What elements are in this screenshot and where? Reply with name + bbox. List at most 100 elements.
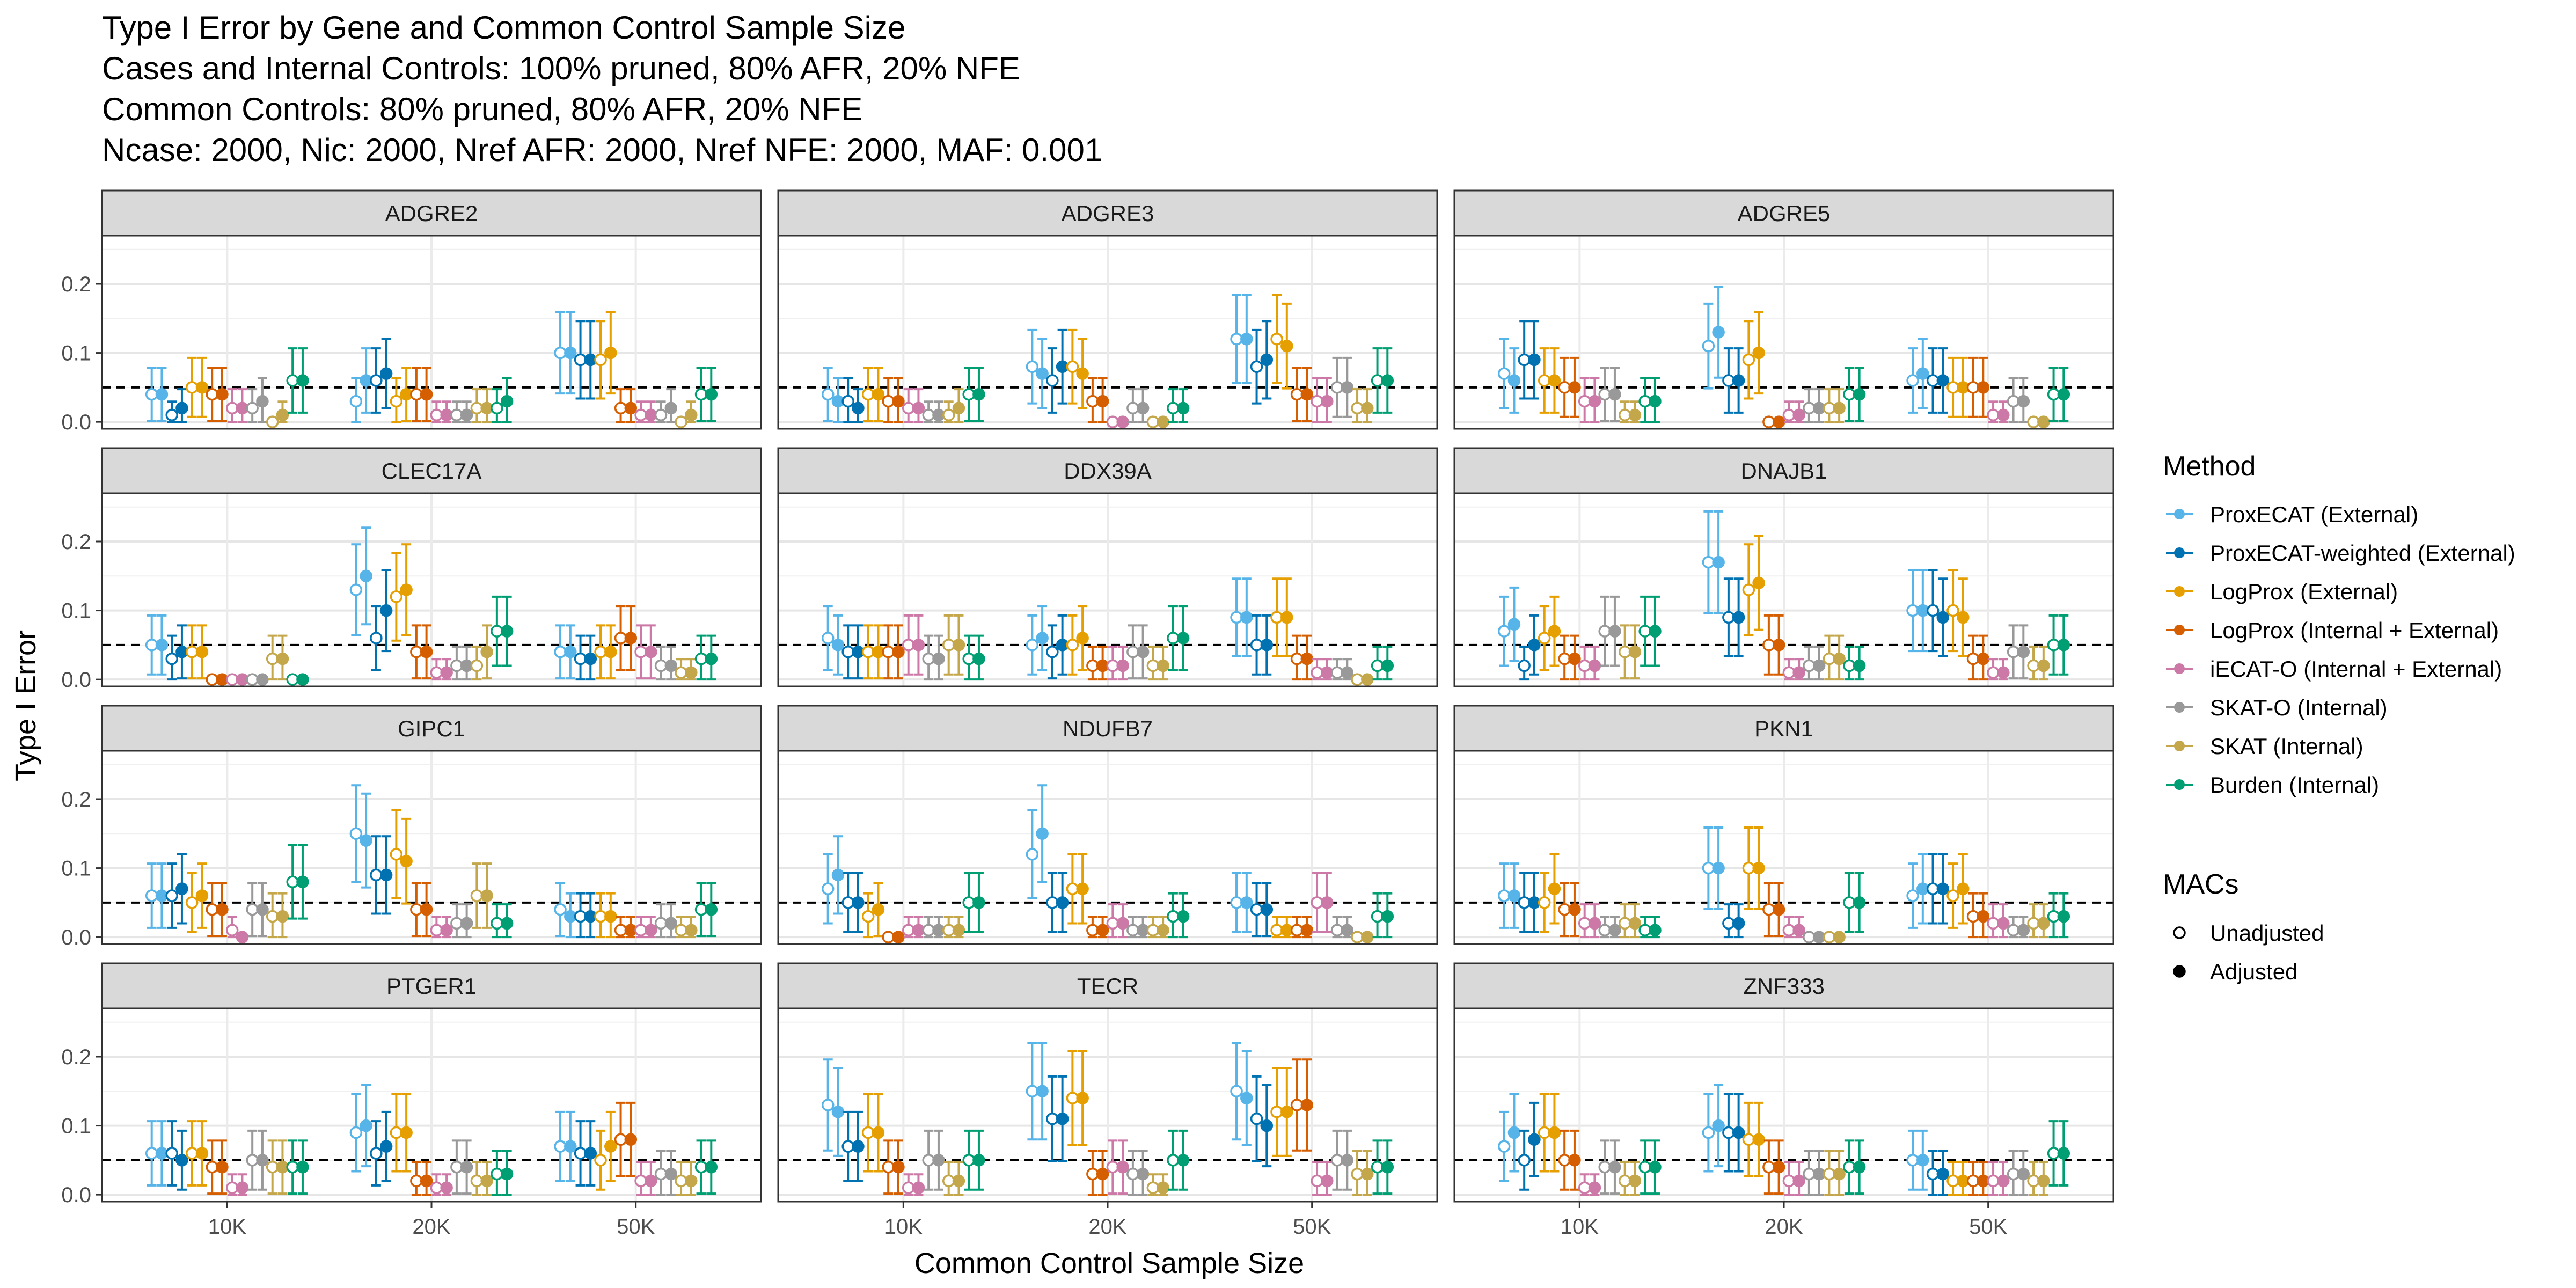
legend-key-point xyxy=(2174,586,2185,597)
point-unadjusted xyxy=(349,1126,363,1139)
point-adjusted xyxy=(1792,666,1805,679)
point-adjusted xyxy=(584,652,597,665)
point-adjusted xyxy=(195,1147,209,1160)
point-adjusted xyxy=(1712,326,1725,339)
x-tick-label: 20K xyxy=(1088,1215,1126,1239)
point-unadjusted xyxy=(1026,848,1039,861)
point-adjusted xyxy=(460,408,473,422)
point-adjusted xyxy=(604,346,617,360)
point-adjusted xyxy=(195,381,209,394)
point-adjusted xyxy=(972,652,985,665)
filled-circle-icon xyxy=(2173,965,2186,978)
point-adjusted xyxy=(1321,394,1334,408)
point-adjusted xyxy=(1116,415,1129,428)
legend-method-label: LogProx (Internal + External) xyxy=(2210,618,2499,643)
point-adjusted xyxy=(1321,896,1334,909)
point-adjusted xyxy=(1260,639,1274,652)
point-adjusted xyxy=(460,917,473,930)
point-adjusted xyxy=(1732,374,1745,387)
strip-label: PTGER1 xyxy=(386,974,477,999)
point-adjusted xyxy=(1076,882,1089,895)
point-adjusted xyxy=(236,1181,249,1195)
legend-key-point xyxy=(2174,663,2185,674)
point-adjusted xyxy=(1588,659,1601,672)
point-adjusted xyxy=(2037,1174,2050,1188)
point-adjusted xyxy=(1300,387,1314,401)
point-adjusted xyxy=(1136,401,1150,415)
point-unadjusted xyxy=(1026,639,1039,652)
point-adjusted xyxy=(2037,659,2050,672)
point-adjusted xyxy=(400,854,413,868)
point-adjusted xyxy=(1507,889,1521,902)
point-adjusted xyxy=(1361,673,1374,686)
point-adjusted xyxy=(952,924,965,937)
point-adjusted xyxy=(952,639,965,652)
point-unadjusted xyxy=(1538,632,1551,645)
point-adjusted xyxy=(1341,381,1354,394)
point-adjusted xyxy=(1136,645,1150,658)
point-adjusted xyxy=(1712,555,1725,569)
strip-background xyxy=(1453,447,2114,494)
point-unadjusted xyxy=(821,882,835,895)
point-adjusted xyxy=(685,408,698,422)
legend-key-point xyxy=(2174,547,2185,558)
point-adjusted xyxy=(1997,917,2010,930)
strip-background xyxy=(777,447,1438,494)
point-adjusted xyxy=(1957,882,1970,895)
point-adjusted xyxy=(1116,659,1129,672)
point-unadjusted xyxy=(554,903,567,916)
panel-pkn1: PKN1 xyxy=(1453,705,2114,945)
strip-background xyxy=(777,705,1438,752)
point-adjusted xyxy=(1977,652,1990,665)
legend-key-point xyxy=(2174,509,2185,519)
legend-method-label: iECAT-O (Internal + External) xyxy=(2210,656,2502,682)
legend-method-label: Burden (Internal) xyxy=(2210,772,2379,797)
point-adjusted xyxy=(1833,931,1846,943)
point-adjusted xyxy=(500,917,514,930)
legend-method-label: SKAT (Internal) xyxy=(2210,734,2363,759)
point-adjusted xyxy=(400,1126,413,1139)
strip-label: DDX39A xyxy=(1064,458,1151,484)
point-adjusted xyxy=(912,639,925,652)
point-adjusted xyxy=(1528,1133,1541,1146)
point-adjusted xyxy=(705,387,718,401)
point-adjusted xyxy=(604,645,617,658)
panel-tecr: TECR 10K 20K 50K xyxy=(777,962,1438,1239)
point-unadjusted xyxy=(390,848,403,861)
point-adjusted xyxy=(664,1167,678,1181)
point-adjusted xyxy=(276,652,289,665)
point-adjusted xyxy=(1176,401,1190,415)
point-unadjusted xyxy=(1518,659,1531,672)
point-adjusted xyxy=(1997,408,2010,422)
y-tick-label: 0.2 xyxy=(61,1045,91,1069)
point-adjusted xyxy=(2017,1167,2030,1181)
point-adjusted xyxy=(1361,1167,1374,1181)
title-line-4: Ncase: 2000, Nic: 2000, Nref AFR: 2000, … xyxy=(102,132,1102,168)
point-adjusted xyxy=(1096,394,1109,408)
point-unadjusted xyxy=(1497,625,1511,638)
strip-label: ZNF333 xyxy=(1743,974,1825,999)
point-adjusted xyxy=(1628,917,1642,930)
point-adjusted xyxy=(1548,882,1561,895)
point-adjusted xyxy=(2037,917,2050,930)
point-unadjusted xyxy=(349,827,363,840)
legend-method-item: SKAT (Internal) xyxy=(2166,734,2363,759)
point-adjusted xyxy=(2057,910,2070,923)
point-adjusted xyxy=(1507,1126,1521,1139)
point-adjusted xyxy=(1176,1154,1190,1167)
y-tick-label: 0.1 xyxy=(61,342,91,365)
point-adjusted xyxy=(1116,1160,1129,1174)
point-unadjusted xyxy=(246,401,259,415)
point-adjusted xyxy=(1381,659,1394,672)
strip-label: ADGRE3 xyxy=(1062,201,1154,226)
point-unadjusted xyxy=(1230,1085,1243,1098)
point-unadjusted xyxy=(1742,353,1755,367)
panel-border xyxy=(101,235,762,430)
panel-ddx39a: DDX39A xyxy=(777,447,1438,687)
point-adjusted xyxy=(175,401,188,415)
point-adjusted xyxy=(892,931,905,943)
point-adjusted xyxy=(1649,625,1662,638)
point-adjusted xyxy=(1240,896,1253,909)
point-adjusted xyxy=(1608,1160,1621,1174)
y-tick-label: 0.0 xyxy=(61,668,91,692)
